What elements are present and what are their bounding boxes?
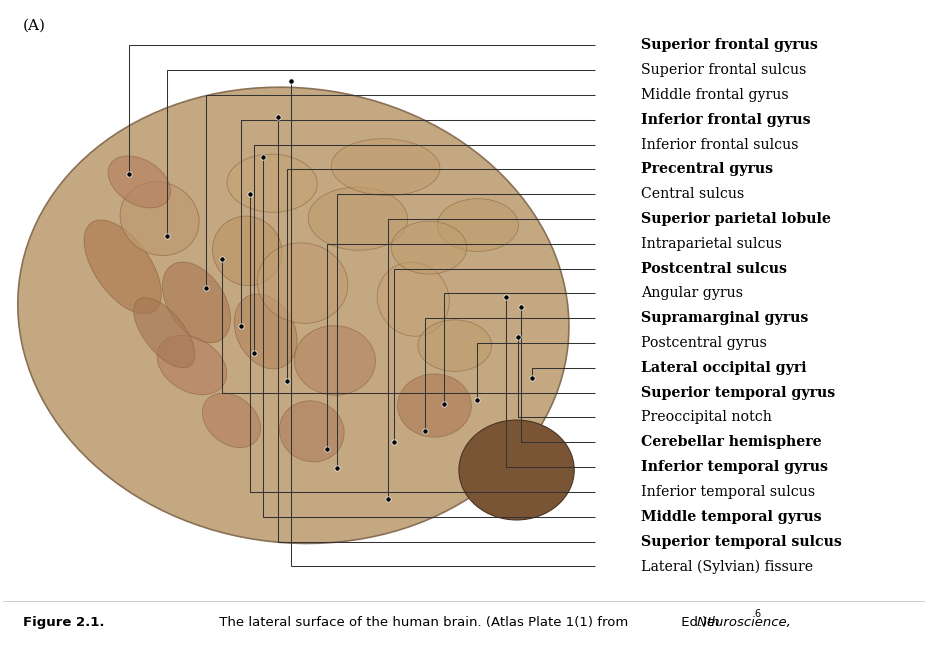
Ellipse shape: [437, 199, 518, 252]
Text: Central sulcus: Central sulcus: [641, 187, 743, 202]
Text: Superior frontal sulcus: Superior frontal sulcus: [641, 63, 806, 77]
Ellipse shape: [234, 294, 297, 369]
Text: Precentral gyrus: Precentral gyrus: [641, 162, 772, 176]
Text: Lateral (Sylvian) fissure: Lateral (Sylvian) fissure: [641, 559, 812, 573]
Text: Neuroscience,: Neuroscience,: [697, 616, 794, 629]
Ellipse shape: [212, 216, 282, 285]
Text: Inferior temporal gyrus: Inferior temporal gyrus: [641, 460, 827, 474]
Text: th: th: [705, 616, 719, 629]
Text: Postcentral sulcus: Postcentral sulcus: [641, 261, 786, 276]
Ellipse shape: [308, 187, 407, 250]
Text: Superior temporal sulcus: Superior temporal sulcus: [641, 534, 841, 549]
Text: Angular gyrus: Angular gyrus: [641, 287, 743, 300]
Ellipse shape: [294, 326, 375, 395]
Text: Superior frontal gyrus: Superior frontal gyrus: [641, 38, 817, 52]
Text: Inferior frontal gyrus: Inferior frontal gyrus: [641, 112, 810, 127]
Text: Cerebellar hemisphere: Cerebellar hemisphere: [641, 436, 820, 449]
Text: Figure 2.1.: Figure 2.1.: [23, 616, 105, 629]
Text: The lateral surface of the human brain. (Atlas Plate 1(1) from: The lateral surface of the human brain. …: [214, 616, 631, 629]
Text: Middle frontal gyrus: Middle frontal gyrus: [641, 88, 788, 102]
Ellipse shape: [397, 374, 471, 437]
Text: 6: 6: [753, 609, 759, 619]
Ellipse shape: [257, 243, 348, 323]
Text: Ed.): Ed.): [676, 616, 706, 629]
Text: Preoccipital notch: Preoccipital notch: [641, 411, 771, 424]
Ellipse shape: [376, 262, 449, 336]
Text: Intraparietal sulcus: Intraparietal sulcus: [641, 237, 781, 251]
Ellipse shape: [390, 221, 466, 274]
Ellipse shape: [108, 156, 171, 208]
Text: Superior parietal lobule: Superior parietal lobule: [641, 212, 830, 226]
Text: Postcentral gyrus: Postcentral gyrus: [641, 336, 766, 350]
Ellipse shape: [120, 182, 199, 255]
Ellipse shape: [157, 335, 226, 395]
Ellipse shape: [331, 138, 439, 196]
Ellipse shape: [18, 87, 568, 543]
Ellipse shape: [279, 401, 344, 462]
Text: Inferior frontal sulcus: Inferior frontal sulcus: [641, 138, 798, 151]
Text: (A): (A): [23, 19, 46, 33]
Text: Superior temporal gyrus: Superior temporal gyrus: [641, 385, 834, 400]
Text: Middle temporal gyrus: Middle temporal gyrus: [641, 510, 820, 524]
Ellipse shape: [417, 320, 491, 371]
Ellipse shape: [202, 393, 260, 448]
Text: Lateral occipital gyri: Lateral occipital gyri: [641, 361, 806, 375]
Ellipse shape: [84, 220, 161, 314]
Ellipse shape: [459, 420, 574, 520]
Ellipse shape: [162, 262, 230, 343]
Text: Supramarginal gyrus: Supramarginal gyrus: [641, 311, 807, 325]
Ellipse shape: [227, 154, 317, 213]
Text: Inferior temporal sulcus: Inferior temporal sulcus: [641, 485, 814, 499]
Ellipse shape: [133, 298, 195, 368]
